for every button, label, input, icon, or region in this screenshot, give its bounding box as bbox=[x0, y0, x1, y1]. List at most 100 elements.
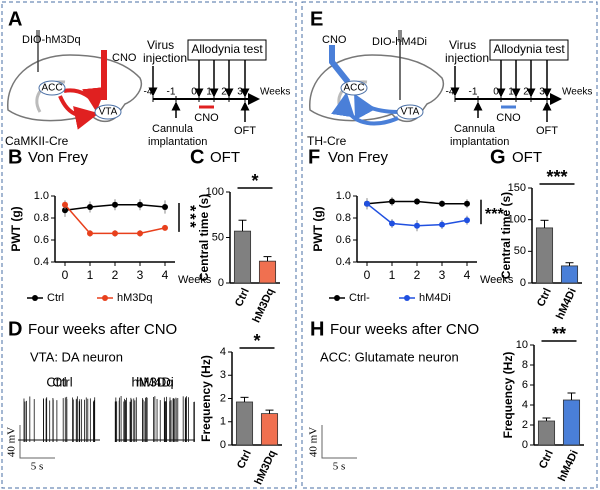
panel-title: Four weeks after CNO bbox=[330, 321, 479, 338]
y-tick-label: 0.4 bbox=[336, 256, 351, 268]
legend-marker bbox=[334, 295, 340, 301]
drug: CNO bbox=[322, 34, 347, 46]
construct: DIO-hM3Dq bbox=[22, 34, 81, 46]
timeline-tick: -4 bbox=[446, 87, 455, 98]
y-tick-label: 50 bbox=[514, 245, 526, 257]
test-box bbox=[187, 39, 267, 61]
y-tick-label: 150 bbox=[508, 182, 526, 194]
x-tick-label: 2 bbox=[112, 268, 119, 282]
y-tick-label: 8 bbox=[522, 359, 528, 371]
y-tick-label: 4 bbox=[522, 399, 528, 411]
region bbox=[94, 104, 122, 120]
bar bbox=[560, 265, 579, 284]
bar bbox=[562, 399, 581, 446]
point bbox=[439, 200, 445, 207]
y-tick-label: 3 bbox=[220, 369, 226, 381]
x-tick-label: 1 bbox=[389, 268, 396, 282]
drug: CNO bbox=[112, 52, 137, 64]
point bbox=[389, 220, 395, 227]
y-tick-label: 1 bbox=[220, 416, 226, 428]
projection bbox=[58, 95, 99, 130]
y-tick-label: 0.8 bbox=[336, 212, 351, 224]
scale-bar bbox=[19, 425, 55, 459]
y-tick-label: 2 bbox=[220, 392, 226, 404]
point bbox=[389, 198, 395, 205]
point bbox=[464, 200, 470, 207]
timeline-tick: 2 bbox=[523, 87, 529, 98]
mouse-line: CaMKII-Cre bbox=[5, 134, 69, 148]
x-tick-label: Ctrl bbox=[537, 448, 556, 470]
legend-label: Ctrl- bbox=[349, 292, 370, 304]
mouse-line: TH-Cre bbox=[307, 134, 347, 148]
scale-label: 40 mV bbox=[6, 427, 18, 457]
x-tick-label: 3 bbox=[439, 268, 446, 282]
x-tick-label: 2 bbox=[414, 268, 421, 282]
subtitle: VTA: DA neuron bbox=[30, 349, 123, 364]
y-tick-label: 0 bbox=[520, 277, 526, 289]
timeline-tick: 1 bbox=[206, 87, 212, 98]
x-tick-label: Ctrl bbox=[535, 286, 554, 308]
timeline-tick: -4 bbox=[144, 87, 153, 98]
point bbox=[414, 198, 420, 205]
test-label: Allodynia test bbox=[191, 42, 263, 56]
x-tick-label: 3 bbox=[137, 268, 144, 282]
treatment-label: CNO bbox=[496, 112, 521, 124]
timeline-tick: 3 bbox=[237, 87, 243, 98]
group-label: hM4Di bbox=[136, 374, 174, 389]
y-axis-label: PWT (g) bbox=[311, 206, 325, 251]
significance: * bbox=[251, 171, 258, 191]
surgery-label: implantation bbox=[148, 136, 207, 148]
bar bbox=[258, 260, 277, 284]
legend-label: hM4Di bbox=[419, 292, 451, 304]
region-label: ACC bbox=[343, 83, 364, 94]
x-tick-label: hM4Di bbox=[554, 286, 579, 321]
legend-marker bbox=[32, 295, 38, 301]
y-tick-label: 1.0 bbox=[34, 190, 49, 202]
x-tick-label: hM3Dq bbox=[250, 286, 276, 324]
panel-label: C bbox=[190, 146, 204, 168]
y-tick-label: 0 bbox=[218, 277, 224, 289]
panel-title: Von Frey bbox=[28, 149, 89, 166]
panel-label: B bbox=[8, 146, 22, 168]
x-tick-label: 4 bbox=[162, 268, 169, 282]
panel-title: OFT bbox=[512, 149, 542, 166]
virus-label: injection bbox=[445, 51, 489, 65]
region bbox=[396, 104, 424, 120]
projection bbox=[354, 93, 399, 121]
point bbox=[137, 230, 143, 237]
panel-label: H bbox=[310, 318, 324, 340]
point bbox=[464, 217, 470, 224]
point bbox=[137, 201, 143, 208]
panel-label: D bbox=[8, 318, 22, 340]
legend-marker bbox=[404, 295, 410, 301]
scale-label: 5 s bbox=[31, 461, 44, 473]
timeline-tick: 3 bbox=[539, 87, 545, 98]
oft-label: OFT bbox=[536, 125, 558, 137]
bar bbox=[260, 413, 279, 446]
point bbox=[62, 201, 68, 208]
virus-label: Virus bbox=[449, 38, 476, 52]
legend-label: Ctrl bbox=[47, 292, 64, 304]
region-label: VTA bbox=[99, 107, 118, 118]
y-tick-label: 0 bbox=[522, 439, 528, 451]
x-tick-label: hM4Di bbox=[556, 448, 581, 483]
y-axis-label: Central time (s) bbox=[197, 194, 211, 281]
bar bbox=[535, 227, 554, 284]
test-label: Allodynia test bbox=[493, 42, 565, 56]
group-label: Ctrl bbox=[52, 374, 72, 389]
panel-title: Von Frey bbox=[328, 149, 389, 166]
point bbox=[87, 204, 93, 210]
virus-label: injection bbox=[143, 51, 187, 65]
panel-label: E bbox=[310, 8, 323, 30]
x-tick-label: Ctrl bbox=[233, 286, 252, 308]
scale-label: 40 mV bbox=[308, 427, 320, 457]
surgery-label: Cannula bbox=[152, 123, 194, 135]
x-axis-label: Weeks bbox=[480, 274, 514, 286]
projection bbox=[63, 86, 106, 112]
treatment-label: CNO bbox=[194, 112, 219, 124]
y-tick-label: 1.0 bbox=[336, 190, 351, 202]
point bbox=[162, 204, 168, 210]
point bbox=[112, 201, 118, 208]
construct: DIO-hM4Di bbox=[372, 36, 427, 48]
